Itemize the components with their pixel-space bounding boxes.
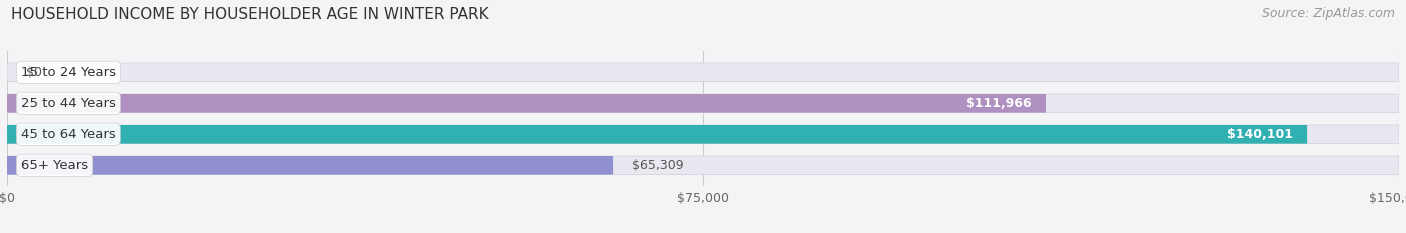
Text: $0: $0 <box>25 66 42 79</box>
Text: $111,966: $111,966 <box>966 97 1032 110</box>
FancyBboxPatch shape <box>7 125 1399 144</box>
FancyBboxPatch shape <box>7 94 1046 113</box>
FancyBboxPatch shape <box>7 125 1308 144</box>
Text: $65,309: $65,309 <box>631 159 683 172</box>
Text: $140,101: $140,101 <box>1227 128 1294 141</box>
FancyBboxPatch shape <box>7 156 613 175</box>
Text: 65+ Years: 65+ Years <box>21 159 89 172</box>
Text: 15 to 24 Years: 15 to 24 Years <box>21 66 115 79</box>
FancyBboxPatch shape <box>7 156 1399 175</box>
Text: 25 to 44 Years: 25 to 44 Years <box>21 97 115 110</box>
FancyBboxPatch shape <box>7 94 1399 113</box>
FancyBboxPatch shape <box>7 63 1399 82</box>
Text: 45 to 64 Years: 45 to 64 Years <box>21 128 115 141</box>
Text: HOUSEHOLD INCOME BY HOUSEHOLDER AGE IN WINTER PARK: HOUSEHOLD INCOME BY HOUSEHOLDER AGE IN W… <box>11 7 489 22</box>
Text: Source: ZipAtlas.com: Source: ZipAtlas.com <box>1261 7 1395 20</box>
